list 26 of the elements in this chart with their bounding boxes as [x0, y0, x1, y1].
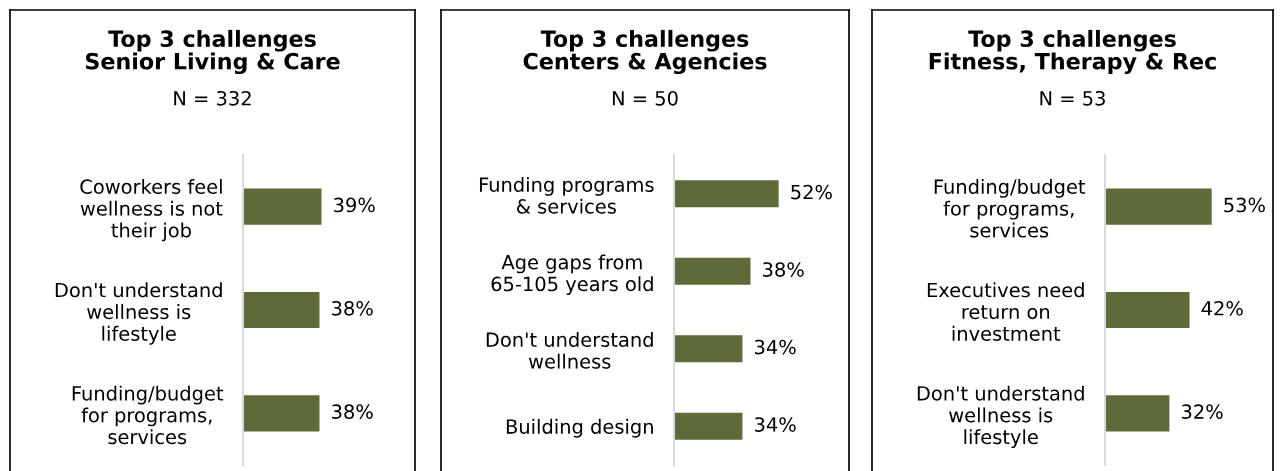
y-tick-label: Coworkers feel wellness is not their job: [80, 178, 223, 242]
y-tick-label: Executives need return on investment: [927, 282, 1084, 341]
y-tick-label: Don't understand wellness is lifestyle: [55, 282, 222, 345]
y-tick-label: Funding/budget for programs, services: [934, 178, 1086, 238]
chart-subtitle: N = 332: [174, 90, 251, 106]
data-label: 38%: [332, 300, 373, 316]
y-tick-label: Building design: [506, 418, 653, 438]
y-tick-label: Don't understand wellness: [486, 331, 653, 369]
data-label: 53%: [1224, 197, 1265, 213]
data-label: 39%: [334, 197, 375, 213]
y-tick-label: Don't understand wellness is lifestyle: [917, 385, 1084, 449]
y-tick-label: Funding programs & services: [479, 176, 654, 214]
chart-title: Top 3 challenges Centers & Agencies: [523, 29, 767, 75]
data-label: 38%: [763, 262, 804, 277]
data-label: 34%: [755, 417, 796, 432]
data-label: 42%: [1201, 300, 1243, 316]
chart-title: Top 3 challenges Fitness, Therapy & Rec: [929, 29, 1216, 75]
y-tick-label: Funding/budget for programs, services: [72, 385, 224, 445]
chart-title: Top 3 challenges Senior Living & Care: [85, 29, 340, 75]
y-tick-label: Age gaps from 65-105 years old: [491, 254, 653, 296]
data-label: 32%: [1182, 404, 1223, 419]
chart-subtitle: N = 50: [612, 90, 678, 106]
data-label: 38%: [332, 404, 373, 419]
data-label: 52%: [791, 184, 832, 200]
chart-subtitle: N = 53: [1040, 90, 1105, 106]
data-label: 34%: [755, 339, 796, 355]
